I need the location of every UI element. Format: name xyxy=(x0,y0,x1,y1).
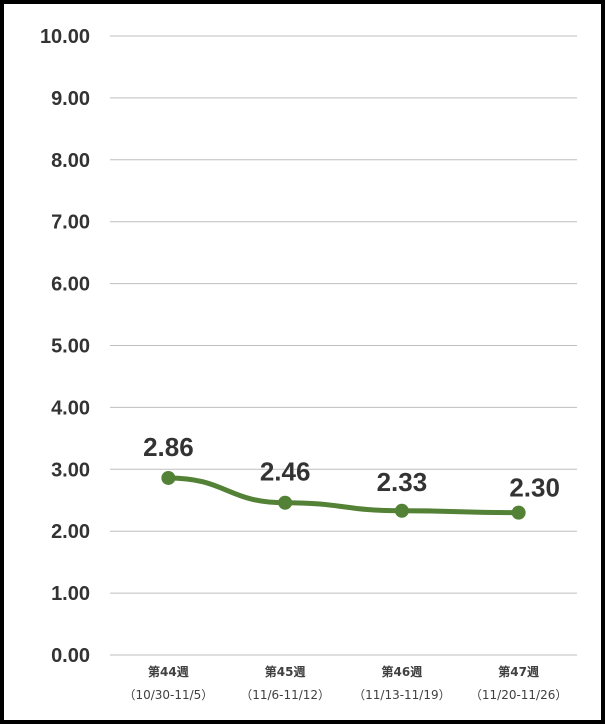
y-tick-label: 3.00 xyxy=(51,459,90,481)
data-point-marker xyxy=(394,503,409,518)
line-chart: 0.00 1.00 2.00 3.00 4.00 5.00 6.00 7.00 8.00 9.00… xyxy=(40,26,577,702)
y-tick-label: 1.00 xyxy=(51,583,90,605)
x-tick-label: 第46週 xyxy=(382,664,423,679)
y-tick-label: 8.00 xyxy=(51,150,90,172)
y-tick-label: 10.00 xyxy=(40,26,90,48)
y-tick-label: 0.00 xyxy=(51,645,90,667)
x-tick-sublabel: （11/20-11/26） xyxy=(470,688,568,702)
y-tick-label: 7.00 xyxy=(51,212,90,234)
x-tick-sublabel: （10/30-11/5） xyxy=(123,688,213,702)
x-tick-label: 第44週 xyxy=(148,664,189,679)
y-tick-label: 5.00 xyxy=(51,336,90,358)
y-tick-label: 2.00 xyxy=(51,521,90,543)
data-point-marker xyxy=(161,470,176,485)
series-line xyxy=(165,475,522,516)
data-label: 2.33 xyxy=(377,467,428,497)
data-label: 2.30 xyxy=(509,473,560,503)
y-tick-label: 9.00 xyxy=(51,88,90,110)
x-tick-sublabel: （11/13-11/19） xyxy=(353,688,451,702)
x-tick-sublabel: （11/6-11/12） xyxy=(240,688,330,702)
x-tick-label: 第47週 xyxy=(498,664,539,679)
y-tick-label: 6.00 xyxy=(51,274,90,296)
data-point-marker xyxy=(511,505,526,520)
y-tick-label: 4.00 xyxy=(51,397,90,419)
data-label: 2.86 xyxy=(143,432,194,462)
data-point-marker xyxy=(278,495,293,510)
data-label: 2.46 xyxy=(260,457,311,487)
x-tick-label: 第45週 xyxy=(265,664,306,679)
